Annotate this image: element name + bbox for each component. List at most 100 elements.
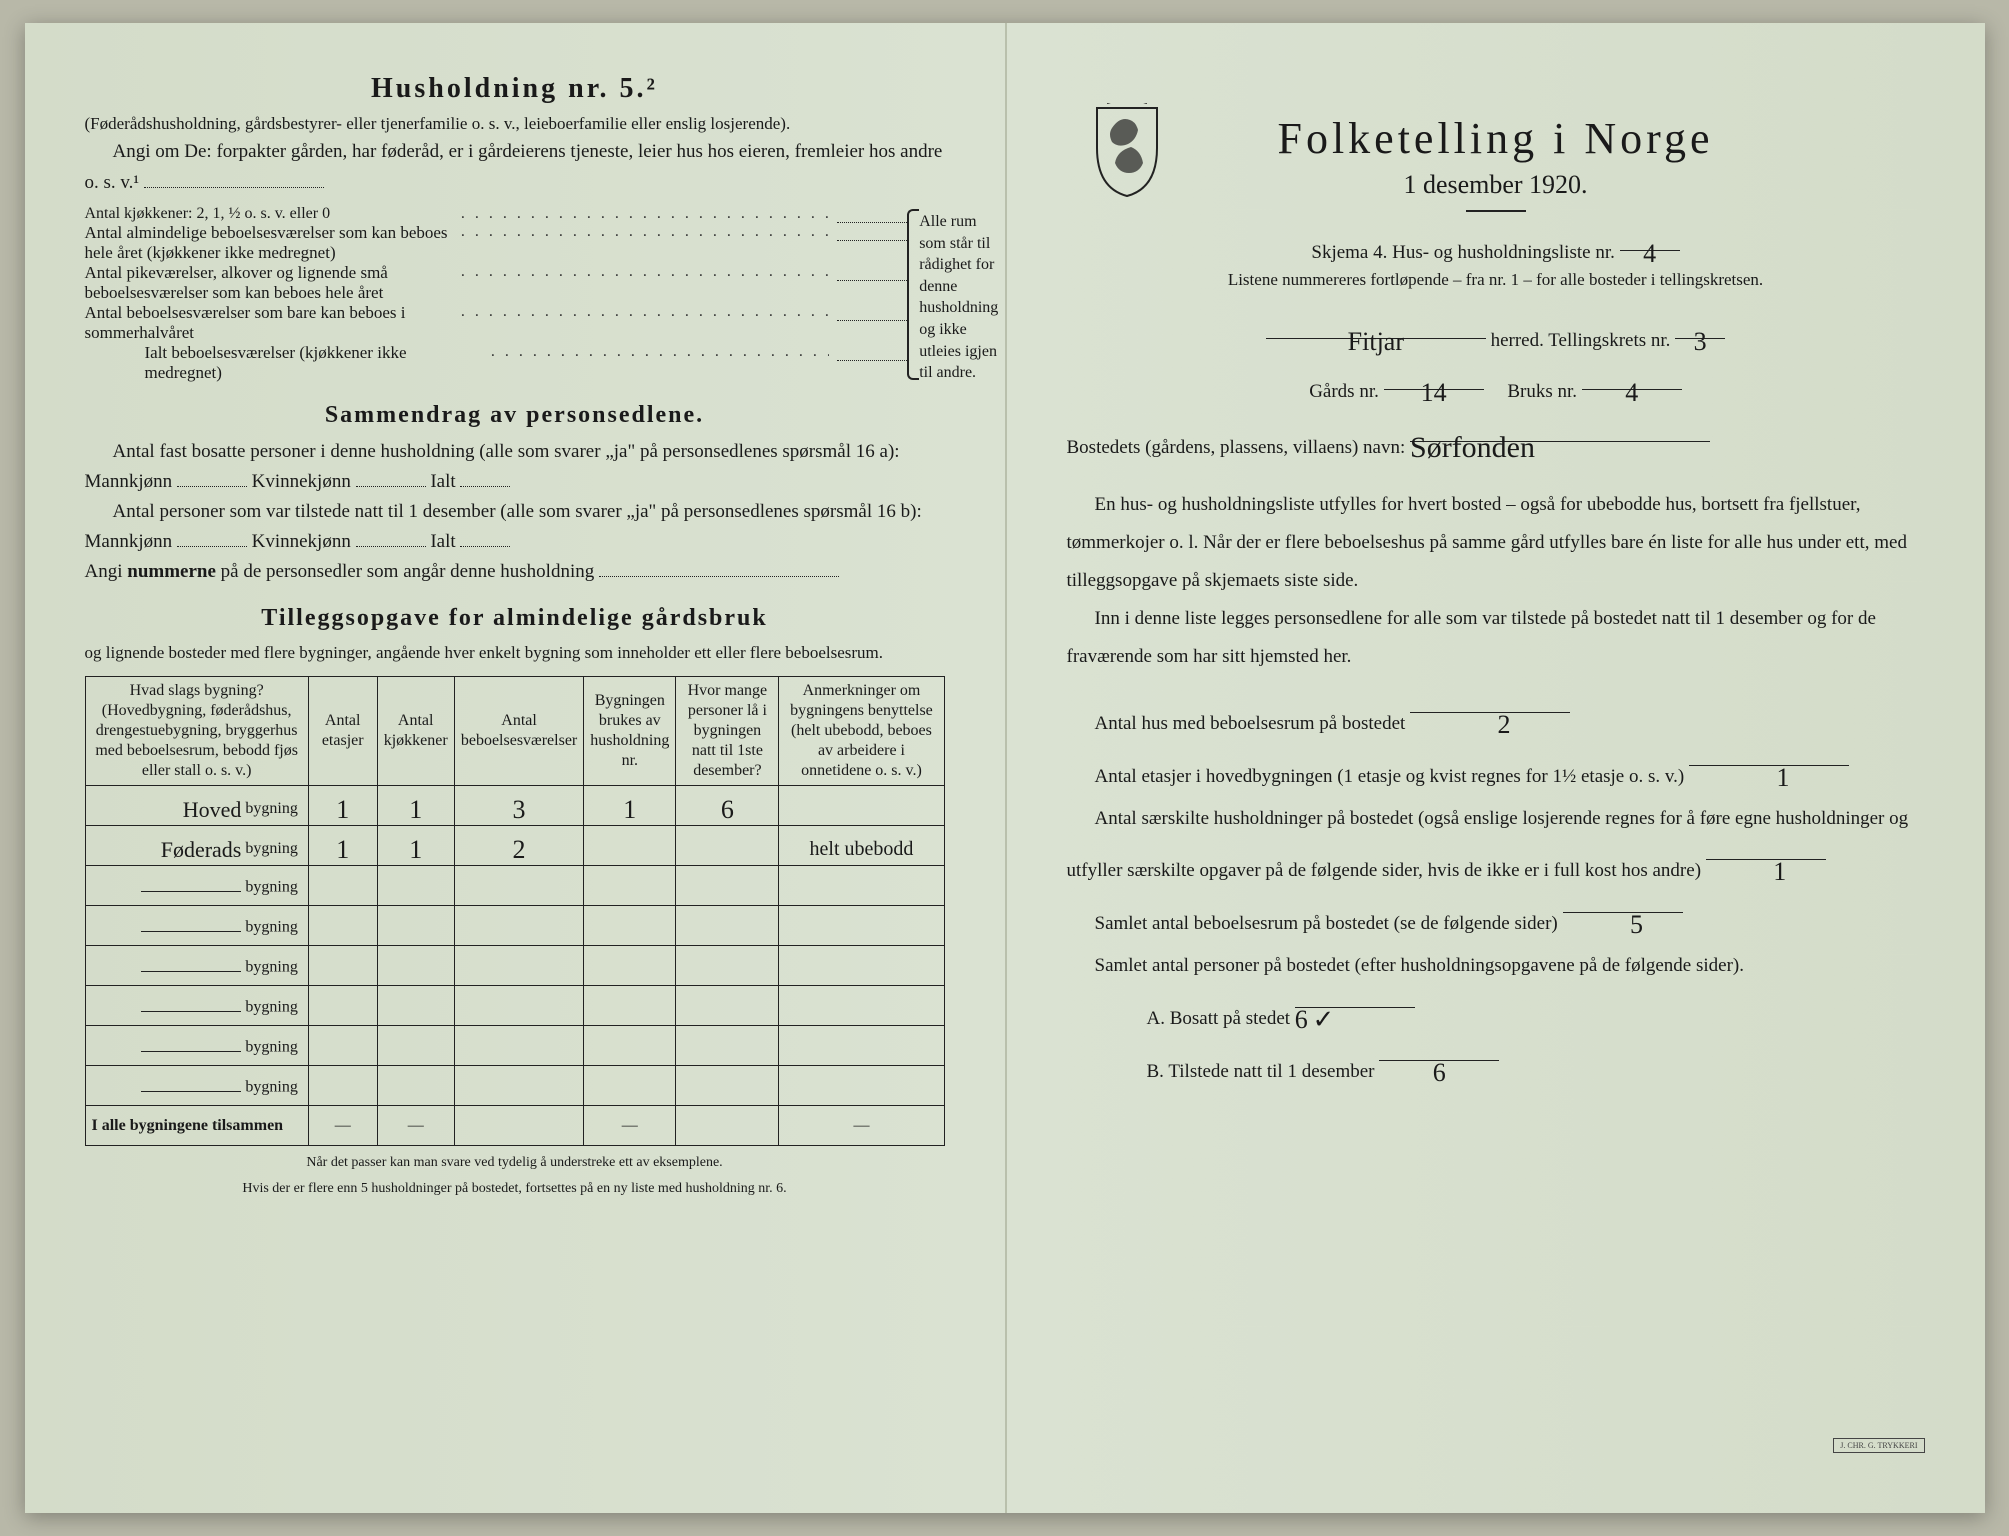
cell-name: bygning (85, 1066, 308, 1106)
footnote-2: Hvis der er flere enn 5 husholdninger på… (85, 1180, 945, 1198)
cell-anm (779, 1026, 944, 1066)
qB: B. Tilstede natt til 1 desember 6 (1067, 1040, 1925, 1093)
cell-etasjer (308, 1066, 377, 1106)
blank-field (144, 167, 324, 188)
cell-name: Føderads bygning (85, 826, 308, 866)
dots (461, 263, 829, 303)
q1: Antal hus med beboelsesrum på bostedet 2 (1067, 692, 1925, 745)
cell-pers (676, 1066, 779, 1106)
sec2-line1: Antal fast bosatte personer i denne hush… (85, 437, 945, 497)
blank-field (837, 223, 907, 241)
cell-rom: 2 (454, 826, 583, 866)
cell-kjokken (377, 1026, 454, 1066)
right-page: Folketelling i Norge 1 desember 1920. Sk… (1005, 23, 1985, 1513)
sec2-heading: Sammendrag av personsedlene. (85, 402, 945, 429)
q4: Samlet antal beboelsesrum på bostedet (s… (1067, 892, 1925, 945)
cell-pers: 6 (676, 786, 779, 826)
cell-kjokken: 1 (377, 786, 454, 826)
cell-anm (779, 986, 944, 1026)
sec2-ialt: Ialt (430, 471, 455, 492)
total-dash: — (308, 1106, 377, 1146)
cell-etasjer (308, 1026, 377, 1066)
cell-pers (676, 866, 779, 906)
blank-field (460, 526, 510, 547)
left-page: Husholdning nr. 5.² (Føderådshusholdning… (25, 23, 1005, 1513)
table-row: bygning (85, 1066, 944, 1106)
table-row: Hoved bygning11316 (85, 786, 944, 826)
dots (461, 223, 829, 263)
blank-field (837, 303, 907, 321)
cell-hush (584, 1026, 676, 1066)
brace-note: Alle rum som står til rådighet for denne… (919, 205, 998, 384)
q3: Antal særskilte husholdninger på bostede… (1067, 798, 1925, 893)
gard-label: Gårds nr. (1309, 381, 1379, 402)
skj-pre: Skjema 4. Hus- og husholdningsliste nr. (1311, 242, 1614, 263)
cell-pers (676, 826, 779, 866)
table-row: bygning (85, 986, 944, 1026)
th-2: Antal kjøkkener (377, 677, 454, 786)
th-6: Anmerkninger om bygningens benyttelse (h… (779, 677, 944, 786)
cell-hush (584, 946, 676, 986)
subtitle-date: 1 desember 1920. (1067, 170, 1925, 200)
coat-of-arms-icon (1087, 103, 1167, 198)
room-line-4: Ialt beboelsesværelser (kjøkkener ikke m… (85, 343, 483, 383)
sec2-l3-bold: nummerne (127, 561, 216, 582)
qA: A. Bosatt på stedet 6 ✓ (1067, 987, 1925, 1040)
cell-hush (584, 826, 676, 866)
blank-field (177, 466, 247, 487)
cell-kjokken (377, 866, 454, 906)
intro2-pre: Angi om De: (113, 141, 212, 162)
q1-value: 2 (1498, 710, 1511, 739)
q2-label: Antal etasjer i hovedbygningen (1 etasje… (1095, 766, 1685, 787)
cell-anm: helt ubebodd (779, 826, 944, 866)
cell-rom (454, 1066, 583, 1106)
cell-kjokken: 1 (377, 826, 454, 866)
cell-name: bygning (85, 986, 308, 1026)
cell-etasjer (308, 946, 377, 986)
cell-anm (779, 786, 944, 826)
gard-line: Gårds nr. 14 Bruks nr. 4 (1067, 369, 1925, 406)
cell-rom (454, 866, 583, 906)
table-row: bygning (85, 1026, 944, 1066)
sec2-ialt2: Ialt (430, 531, 455, 552)
dots (461, 205, 829, 223)
blank-field (356, 466, 426, 487)
total-cell (676, 1106, 779, 1146)
dots (461, 303, 829, 343)
q4-label: Samlet antal beboelsesrum på bostedet (s… (1095, 913, 1558, 934)
cell-pers (676, 906, 779, 946)
sub-note: Listene nummereres fortløpende – fra nr.… (1067, 267, 1925, 293)
para2: Inn i denne liste legges personsedlene f… (1067, 600, 1925, 676)
cell-name: bygning (85, 866, 308, 906)
cell-kjokken (377, 906, 454, 946)
cell-rom (454, 906, 583, 946)
document-spread: Husholdning nr. 5.² (Føderådshusholdning… (25, 23, 1985, 1513)
q1-label: Antal hus med beboelsesrum på bostedet (1095, 713, 1406, 734)
th-4: Bygningen brukes av husholdning nr. (584, 677, 676, 786)
table-row: bygning (85, 946, 944, 986)
building-table: Hvad slags bygning? (Hovedbygning, føder… (85, 676, 945, 1146)
total-cell (454, 1106, 583, 1146)
divider (1466, 210, 1526, 212)
cell-hush (584, 1066, 676, 1106)
cell-hush (584, 906, 676, 946)
cell-rom (454, 986, 583, 1026)
room-line-2: Antal pikeværelser, alkover og lignende … (85, 263, 453, 303)
herred-label: herred. Tellingskrets nr. (1491, 330, 1671, 351)
bosted-line: Bostedets (gårdens, plassens, villaens) … (1067, 421, 1925, 462)
total-dash: — (584, 1106, 676, 1146)
cell-anm (779, 946, 944, 986)
sec3-sub: og lignende bosteder med flere bygninger… (85, 640, 945, 666)
qB-label: B. Tilstede natt til 1 desember (1147, 1061, 1375, 1082)
sec2-l3-post: på de personsedler som angår denne husho… (216, 561, 594, 582)
cell-anm (779, 1066, 944, 1106)
cell-rom (454, 946, 583, 986)
sec2-kv: Kvinnekjønn (252, 471, 351, 492)
blank-field (599, 556, 839, 577)
herred-value: Fitjar (1348, 327, 1404, 356)
q2-value: 1 (1776, 763, 1789, 792)
left-heading: Husholdning nr. 5.² (85, 73, 945, 105)
cell-etasjer (308, 986, 377, 1026)
rooms-block: Antal kjøkkener: 2, 1, ½ o. s. v. eller … (85, 205, 945, 384)
blank-field (460, 466, 510, 487)
